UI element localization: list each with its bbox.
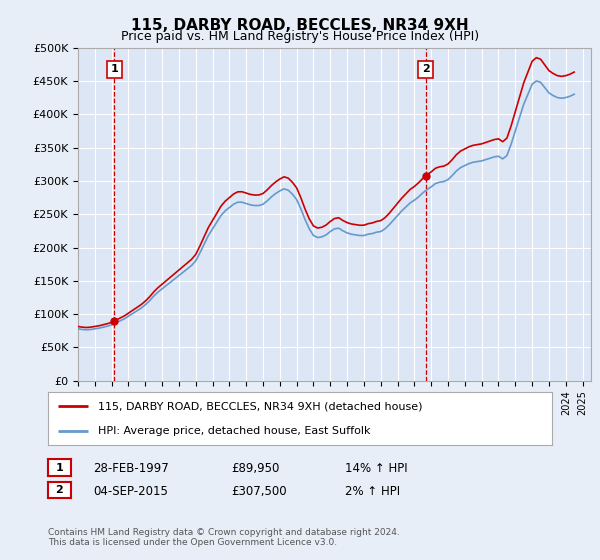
Text: 04-SEP-2015: 04-SEP-2015 <box>93 484 168 498</box>
Text: 14% ↑ HPI: 14% ↑ HPI <box>345 462 407 475</box>
Text: HPI: Average price, detached house, East Suffolk: HPI: Average price, detached house, East… <box>98 426 371 436</box>
Text: Contains HM Land Registry data © Crown copyright and database right 2024.
This d: Contains HM Land Registry data © Crown c… <box>48 528 400 547</box>
Text: £307,500: £307,500 <box>231 484 287 498</box>
Text: 1: 1 <box>56 463 63 473</box>
Text: 28-FEB-1997: 28-FEB-1997 <box>93 462 169 475</box>
Text: Price paid vs. HM Land Registry's House Price Index (HPI): Price paid vs. HM Land Registry's House … <box>121 30 479 43</box>
Text: 2: 2 <box>422 64 430 74</box>
Text: 2% ↑ HPI: 2% ↑ HPI <box>345 484 400 498</box>
Text: 1: 1 <box>110 64 118 74</box>
Text: 115, DARBY ROAD, BECCLES, NR34 9XH: 115, DARBY ROAD, BECCLES, NR34 9XH <box>131 18 469 33</box>
Text: 115, DARBY ROAD, BECCLES, NR34 9XH (detached house): 115, DARBY ROAD, BECCLES, NR34 9XH (deta… <box>98 402 423 412</box>
Text: 2: 2 <box>56 485 63 495</box>
Text: £89,950: £89,950 <box>231 462 280 475</box>
